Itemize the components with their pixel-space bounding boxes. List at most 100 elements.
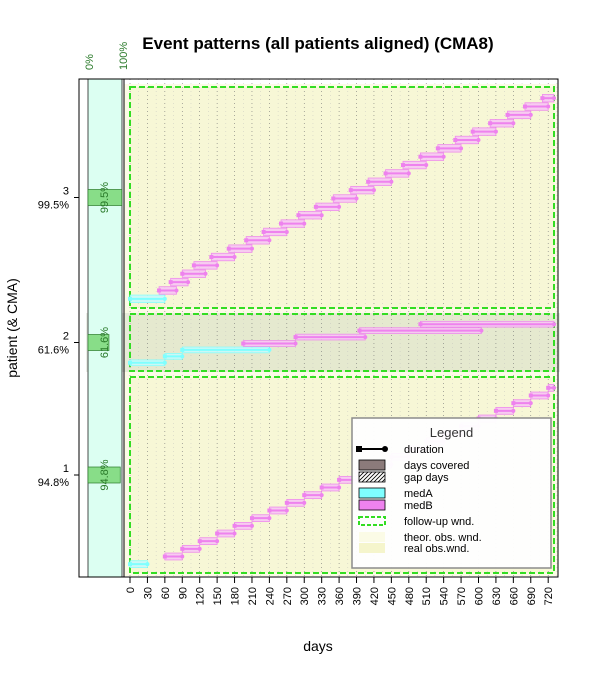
event-end-3-24 — [552, 96, 556, 101]
event-start-1-20 — [493, 408, 498, 413]
legend-covered-swatch — [358, 459, 386, 471]
event-end-1-22 — [546, 393, 551, 398]
cma-bar-label-1: 94.8% — [99, 459, 111, 490]
cma-bar-2 — [87, 334, 110, 351]
event-end-1-23 — [552, 385, 556, 390]
event-start-2-2 — [180, 347, 185, 352]
event-end-1-21 — [528, 401, 533, 406]
event-start-3-6 — [226, 246, 231, 251]
patient-id-label-1: 1 — [63, 463, 69, 475]
event-start-3-13 — [348, 188, 353, 193]
event-end-1-4 — [232, 531, 237, 536]
x-tick-label-690: 690 — [526, 587, 538, 605]
x-tick-label-270: 270 — [282, 587, 294, 605]
event-end-3-2 — [186, 280, 191, 285]
event-end-3-16 — [424, 163, 429, 168]
axes — [78, 78, 559, 578]
event-start-3-19 — [453, 137, 458, 142]
patient-id-label-3: 3 — [63, 186, 69, 198]
x-tick-label-510: 510 — [421, 587, 433, 605]
event-start-1-9 — [302, 493, 307, 498]
event-start-1-1 — [162, 554, 167, 559]
x-tick-label-570: 570 — [456, 587, 468, 605]
event-end-3-20 — [493, 129, 498, 134]
event-start-1-11 — [337, 477, 342, 482]
x-tick-label-300: 300 — [299, 587, 311, 605]
legend-fuw-swatch — [358, 516, 386, 526]
event-end-2-0 — [162, 360, 167, 365]
event-start-3-8 — [261, 229, 266, 234]
x-tick-label-420: 420 — [369, 587, 381, 605]
legend-title: Legend — [430, 425, 473, 440]
patient-cma-label-1: 94.8% — [38, 477, 69, 489]
event-end-2-4 — [363, 335, 368, 340]
patient-cma-label-3: 99.5% — [38, 200, 69, 212]
x-tick-label-630: 630 — [491, 587, 503, 605]
event-start-3-17 — [418, 154, 423, 159]
legend-duration-end — [382, 446, 388, 452]
event-start-2-5 — [357, 328, 362, 333]
event-end-1-6 — [267, 516, 272, 521]
patient-id-label-2: 2 — [63, 331, 69, 343]
x-tick-label-330: 330 — [317, 587, 329, 605]
event-start-1-23 — [546, 385, 551, 390]
cma-axis-label-0: 0% — [84, 54, 96, 70]
x-axis-label: days — [303, 638, 333, 654]
event-start-1-5 — [232, 523, 237, 528]
patient-cma-label-2: 61.6% — [38, 345, 69, 357]
event-end-1-20 — [511, 408, 516, 413]
legend-label-gap: gap days — [404, 472, 449, 484]
event-end-3-12 — [354, 196, 359, 201]
event-end-3-3 — [203, 271, 208, 276]
x-tick-label-210: 210 — [247, 587, 259, 605]
cma-panel-bg — [87, 78, 123, 578]
legend-real-swatch — [359, 543, 385, 553]
legend-label-duration: duration — [404, 444, 444, 456]
cma-panel: 94.8% 61.6% 99.5% — [87, 78, 123, 578]
legend-theor-swatch — [359, 532, 385, 542]
event-end-1-1 — [180, 554, 185, 559]
event-end-1-7 — [284, 508, 289, 513]
event-end-3-18 — [459, 146, 464, 151]
event-end-2-3 — [293, 341, 298, 346]
x-tick-label-180: 180 — [230, 587, 242, 605]
event-end-3-14 — [389, 179, 394, 184]
legend-label-fuw: follow-up wnd. — [404, 516, 474, 528]
cma-bar-3 — [87, 189, 123, 206]
event-start-3-5 — [209, 255, 214, 260]
x-tick-label-540: 540 — [439, 587, 451, 605]
event-start-3-16 — [400, 163, 405, 168]
event-end-3-15 — [406, 171, 411, 176]
event-end-3-11 — [337, 204, 342, 209]
event-end-3-0 — [162, 296, 167, 301]
event-end-3-21 — [511, 121, 516, 126]
cma-bar-label-2: 61.6% — [99, 327, 111, 358]
event-end-3-6 — [249, 246, 254, 251]
legend-gap-swatch — [358, 471, 386, 483]
event-end-1-3 — [215, 539, 220, 544]
x-tick-label-450: 450 — [386, 587, 398, 605]
legend-medB-swatch — [358, 499, 386, 511]
event-end-3-4 — [215, 263, 220, 268]
event-end-3-13 — [371, 188, 376, 193]
event-start-3-15 — [383, 171, 388, 176]
event-end-1-9 — [319, 493, 324, 498]
event-end-1-10 — [337, 485, 342, 490]
event-start-1-2 — [180, 546, 185, 551]
event-end-3-5 — [232, 255, 237, 260]
event-end-1-0 — [145, 562, 150, 567]
event-start-3-4 — [191, 263, 196, 268]
x-tick-label-390: 390 — [352, 587, 364, 605]
event-end-3-7 — [267, 238, 272, 243]
follow-up-window-1 — [129, 376, 555, 574]
event-end-3-23 — [546, 104, 551, 109]
event-start-2-4 — [293, 335, 298, 340]
event-start-3-2 — [168, 280, 173, 285]
event-start-3-18 — [435, 146, 440, 151]
event-end-3-8 — [284, 229, 289, 234]
event-start-3-23 — [522, 104, 527, 109]
y-axis-label: patient (& CMA) — [4, 278, 20, 378]
x-tick-label-360: 360 — [334, 587, 346, 605]
